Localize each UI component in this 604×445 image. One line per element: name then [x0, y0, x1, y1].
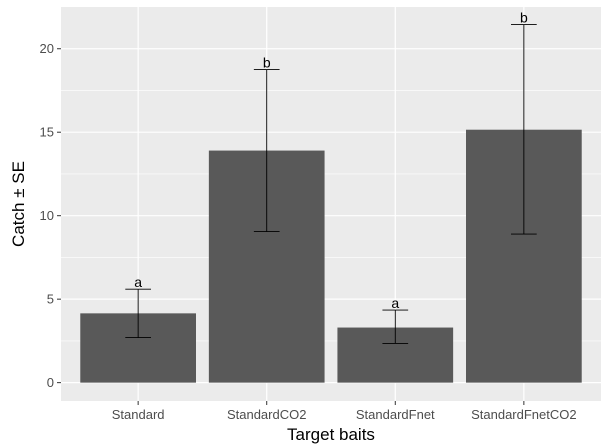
y-tick-label: 15: [40, 125, 54, 140]
y-tick-label: 20: [40, 41, 54, 56]
significance-label: b: [263, 55, 271, 71]
error-bars: [125, 24, 537, 344]
significance-label: b: [520, 10, 528, 26]
x-tick-label: StandardCO2: [227, 407, 307, 422]
y-tick-label: 10: [40, 208, 54, 223]
error-bar-StandardFnet: [382, 309, 409, 344]
x-axis: Standard StandardCO2 StandardFnet StandardF…: [112, 401, 577, 422]
y-tick-label: 0: [47, 375, 54, 390]
significance-label: a: [134, 274, 142, 290]
significance-labels: a b a b: [134, 10, 528, 311]
significance-label: a: [391, 295, 399, 311]
x-tick-label: StandardFnet: [356, 407, 435, 422]
x-axis-title: Target baits: [287, 425, 375, 444]
x-tick-label: StandardFnetCO2: [471, 407, 577, 422]
error-bar-Standard: [125, 288, 151, 339]
error-bar-StandardFnetCO2: [511, 24, 537, 235]
error-bar-StandardCO2: [253, 69, 280, 232]
y-tick-label: 5: [47, 292, 54, 307]
x-tick-label: Standard: [112, 407, 165, 422]
y-axis: 0 5 10 15 20: [40, 41, 61, 390]
y-axis-title: Catch ± SE: [9, 161, 28, 247]
